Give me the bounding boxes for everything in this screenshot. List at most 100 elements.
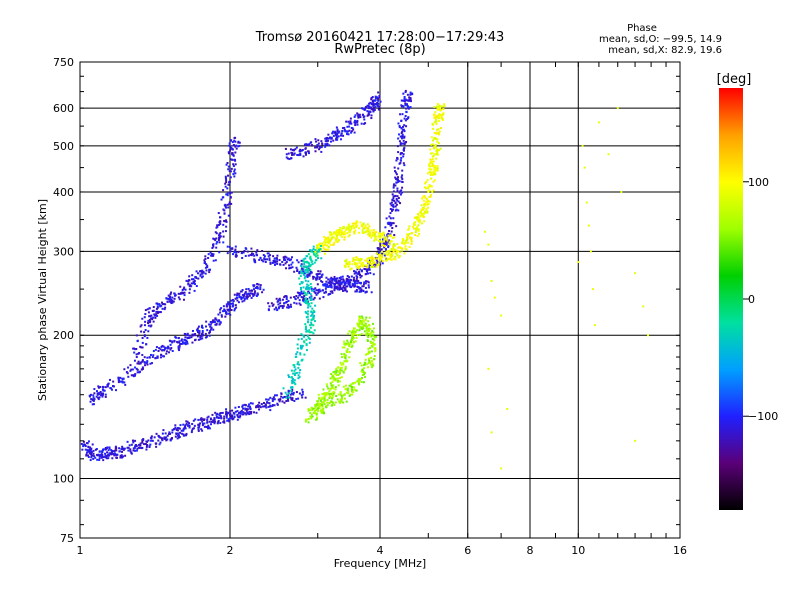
data-point — [355, 265, 358, 268]
data-point — [370, 117, 373, 120]
data-point — [286, 157, 289, 160]
data-point — [217, 419, 220, 422]
data-point — [366, 334, 369, 337]
data-point — [407, 227, 410, 230]
data-point — [223, 219, 226, 222]
data-point — [390, 248, 393, 251]
data-point — [343, 230, 346, 233]
data-point — [331, 396, 334, 399]
data-point — [129, 450, 132, 453]
data-point — [151, 318, 154, 321]
data-point — [396, 178, 399, 181]
data-point — [121, 380, 124, 383]
data-point — [175, 428, 178, 431]
data-point — [201, 334, 204, 337]
data-point — [264, 403, 267, 406]
data-point — [305, 269, 308, 272]
data-point — [410, 238, 413, 241]
data-point — [350, 383, 353, 386]
data-point — [299, 352, 302, 355]
data-point — [228, 170, 231, 173]
data-point — [368, 323, 371, 326]
data-point — [237, 301, 240, 304]
data-point — [341, 281, 344, 284]
data-point — [322, 392, 325, 395]
data-point — [89, 400, 92, 403]
data-point — [178, 434, 181, 437]
data-point — [304, 257, 307, 260]
data-point — [333, 288, 336, 291]
data-point — [219, 415, 222, 418]
data-point — [442, 108, 445, 111]
data-point — [358, 315, 361, 318]
data-point — [353, 386, 356, 389]
data-point — [229, 307, 232, 310]
data-point — [349, 281, 352, 284]
data-point — [335, 368, 338, 371]
data-point — [222, 223, 225, 226]
data-point — [392, 242, 395, 245]
data-point — [371, 255, 374, 258]
data-point — [350, 131, 353, 134]
data-point — [279, 302, 282, 305]
data-point — [387, 234, 390, 237]
data-point — [422, 208, 425, 211]
data-point — [327, 238, 330, 241]
data-point — [314, 259, 317, 262]
data-point — [215, 246, 218, 249]
data-point — [266, 401, 269, 404]
data-point — [370, 350, 373, 353]
data-point — [130, 374, 133, 377]
data-point — [308, 249, 311, 252]
data-point — [303, 266, 306, 269]
data-point — [278, 400, 281, 403]
data-point — [318, 297, 321, 300]
data-point — [123, 381, 126, 384]
data-point — [307, 150, 310, 153]
data-point — [201, 429, 204, 432]
data-point — [136, 368, 139, 371]
data-point — [233, 251, 236, 254]
data-point — [428, 165, 431, 168]
data-point — [177, 432, 180, 435]
data-point — [263, 255, 266, 258]
data-point — [369, 333, 372, 336]
data-point — [371, 108, 374, 111]
data-point — [255, 405, 258, 408]
data-point — [316, 245, 319, 248]
data-point — [212, 237, 215, 240]
data-point — [366, 226, 369, 229]
data-point — [319, 403, 322, 406]
data-point — [188, 422, 191, 425]
data-point — [233, 309, 236, 312]
data-point — [345, 359, 348, 362]
data-point — [275, 394, 278, 397]
data-point — [248, 289, 251, 292]
data-point — [91, 454, 94, 457]
data-point — [314, 404, 317, 407]
data-point — [309, 331, 312, 334]
data-point — [171, 429, 174, 432]
data-point — [324, 137, 327, 140]
data-point — [353, 388, 356, 391]
data-point — [344, 266, 347, 269]
data-point — [240, 298, 243, 301]
data-point — [346, 125, 349, 128]
data-point — [348, 229, 351, 232]
data-point — [197, 329, 200, 332]
data-point — [325, 276, 328, 279]
data-point — [97, 392, 100, 395]
data-point — [367, 228, 370, 231]
data-point — [351, 222, 354, 225]
data-point — [170, 347, 173, 350]
data-point — [127, 446, 130, 449]
data-point — [433, 114, 436, 117]
data-point — [332, 134, 335, 137]
data-point — [405, 103, 408, 106]
data-point — [396, 145, 399, 148]
data-point — [178, 298, 181, 301]
data-point — [307, 152, 310, 155]
data-point — [388, 252, 391, 255]
data-point — [401, 186, 404, 189]
data-point — [341, 356, 344, 359]
